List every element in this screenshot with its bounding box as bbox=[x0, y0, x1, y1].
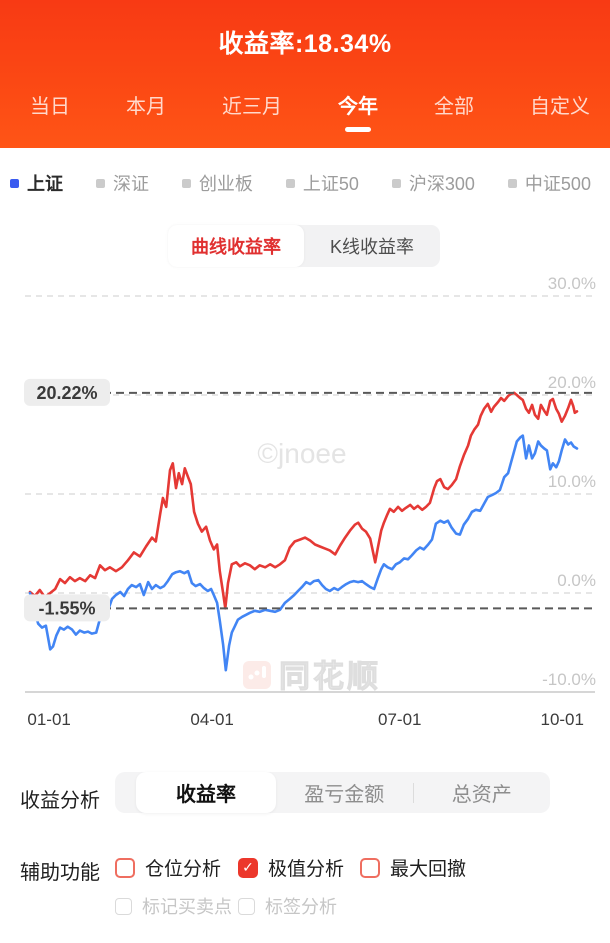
analysis-section-label: 收益分析 bbox=[20, 790, 100, 812]
header: 收益率:18.34% 当日 本月 近三月 今年 全部 自定义 bbox=[0, 0, 610, 148]
checkmark-icon: ✓ bbox=[242, 859, 254, 875]
legend-label: 上证 bbox=[27, 174, 63, 194]
legend-label: 沪深300 bbox=[408, 174, 475, 194]
extreme-value-badge: 20.22% bbox=[36, 383, 97, 403]
y-axis-label: -10.0% bbox=[542, 670, 596, 689]
returns-chart[interactable]: 30.0% 20.0% 10.0% 0.0% -10.0% ©jnoee 同花顺 20.22%… bbox=[0, 268, 610, 732]
legend-item-csi300[interactable]: 沪深300 bbox=[391, 170, 475, 196]
legend-item-chinext[interactable]: 创业板 bbox=[181, 170, 253, 196]
legend-item-csi500[interactable]: 中证500 bbox=[507, 170, 591, 196]
analysis-tab-return-rate[interactable]: 收益率 bbox=[136, 772, 276, 813]
legend-label: 创业板 bbox=[198, 174, 253, 194]
tab-this-year[interactable]: 今年 bbox=[338, 94, 378, 132]
legend-swatch-icon bbox=[181, 178, 191, 188]
aux-row-1: 仓位分析 ✓ 极值分析 最大回撤 bbox=[0, 854, 610, 880]
aux-option-label: 标记买卖点 bbox=[142, 897, 232, 917]
aux-row-2: 标记买卖点 标签分析 bbox=[0, 893, 610, 919]
return-rate-title: 收益率:18.34% bbox=[218, 30, 392, 58]
y-axis-label: 20.0% bbox=[548, 373, 596, 392]
legend-item-shanghai[interactable]: 上证 bbox=[10, 170, 63, 196]
tab-label: 近三月 bbox=[222, 96, 282, 118]
tab-all[interactable]: 全部 bbox=[434, 94, 474, 132]
tab-label: 今年 bbox=[338, 96, 378, 118]
legend-label: 深证 bbox=[112, 174, 149, 194]
aux-option-label: 标签分析 bbox=[265, 897, 337, 917]
chart-mode-kline[interactable]: K线收益率 bbox=[304, 225, 440, 267]
period-tabs: 当日 本月 近三月 今年 全部 自定义 bbox=[0, 94, 610, 132]
tab-label: 自定义 bbox=[530, 96, 590, 118]
tab-label: 本月 bbox=[126, 96, 166, 118]
tab-last-3-months[interactable]: 近三月 bbox=[222, 94, 282, 132]
analysis-tabs: 收益率 盈亏金额 总资产 bbox=[115, 772, 550, 813]
legend-item-shenzhen[interactable]: 深证 bbox=[95, 170, 149, 196]
center-watermark: ©jnoee bbox=[257, 438, 346, 469]
analysis-tab-total-assets[interactable]: 总资产 bbox=[414, 772, 551, 813]
checkbox-icon[interactable] bbox=[238, 897, 255, 915]
returns-chart-svg: 30.0% 20.0% 10.0% 0.0% -10.0% ©jnoee 同花顺 20.22%… bbox=[24, 274, 596, 729]
legend-label: 中证500 bbox=[524, 174, 591, 194]
x-axis-label: 10-01 bbox=[540, 710, 583, 729]
series-line-0 bbox=[28, 391, 579, 610]
x-axis-label: 01-01 bbox=[27, 710, 70, 729]
svg-text:同花顺: 同花顺 bbox=[279, 659, 381, 694]
gridlines: 30.0% 20.0% 10.0% 0.0% -10.0% bbox=[25, 274, 596, 693]
y-axis-label: 10.0% bbox=[548, 472, 596, 491]
legend-swatch-icon bbox=[95, 178, 105, 188]
analysis-tab-profit-amount[interactable]: 盈亏金额 bbox=[276, 772, 413, 813]
x-axis-label: 07-01 bbox=[378, 710, 421, 729]
segment-divider bbox=[412, 782, 414, 803]
tab-label: 当日 bbox=[30, 96, 70, 118]
tab-custom[interactable]: 自定义 bbox=[530, 94, 590, 132]
aux-option-label: 仓位分析 bbox=[145, 859, 222, 880]
checkbox-checked-icon[interactable]: ✓ bbox=[238, 857, 258, 878]
legend-label: 上证50 bbox=[302, 174, 359, 194]
chart-mode-curve[interactable]: 曲线收益率 bbox=[168, 225, 304, 267]
checkbox-icon[interactable] bbox=[360, 857, 380, 878]
min-marker: -1.55% bbox=[24, 594, 595, 622]
aux-option-label: 最大回撤 bbox=[390, 859, 467, 880]
legend-swatch-icon bbox=[507, 178, 517, 188]
tab-this-month[interactable]: 本月 bbox=[126, 94, 166, 132]
aux-option-max-drawdown[interactable]: 最大回撤 bbox=[360, 854, 466, 881]
aux-option-label: 极值分析 bbox=[268, 859, 345, 880]
chart-mode-toggle: 曲线收益率 K线收益率 bbox=[168, 225, 440, 267]
tab-today[interactable]: 当日 bbox=[30, 94, 70, 132]
x-axis-label: 04-01 bbox=[190, 710, 233, 729]
aux-option-mark-trades[interactable]: 标记买卖点 bbox=[115, 893, 232, 919]
extreme-value-badge: -1.55% bbox=[38, 598, 95, 618]
checkbox-icon[interactable] bbox=[115, 857, 135, 878]
aux-section-label: 辅助功能 bbox=[20, 862, 100, 884]
y-axis-label: 0.0% bbox=[557, 571, 596, 590]
aux-option-tag-analysis[interactable]: 标签分析 bbox=[238, 893, 337, 919]
legend-swatch-icon bbox=[391, 178, 401, 188]
series-line-1 bbox=[28, 434, 579, 672]
legend-swatch-icon bbox=[285, 178, 295, 188]
aux-option-extreme-analysis[interactable]: ✓ 极值分析 bbox=[238, 854, 344, 881]
checkbox-icon[interactable] bbox=[115, 897, 132, 915]
max-marker: 20.22% bbox=[24, 378, 595, 406]
aux-option-position-analysis[interactable]: 仓位分析 bbox=[115, 854, 221, 881]
legend-swatch-icon bbox=[10, 178, 19, 188]
brand-watermark: 同花顺 bbox=[243, 659, 381, 695]
tab-label: 全部 bbox=[434, 96, 474, 118]
y-axis-label: 30.0% bbox=[548, 274, 596, 293]
legend-item-sse50[interactable]: 上证50 bbox=[285, 170, 359, 196]
index-legend: 上证 深证 创业板 上证50 沪深300 中证500 bbox=[0, 170, 610, 196]
